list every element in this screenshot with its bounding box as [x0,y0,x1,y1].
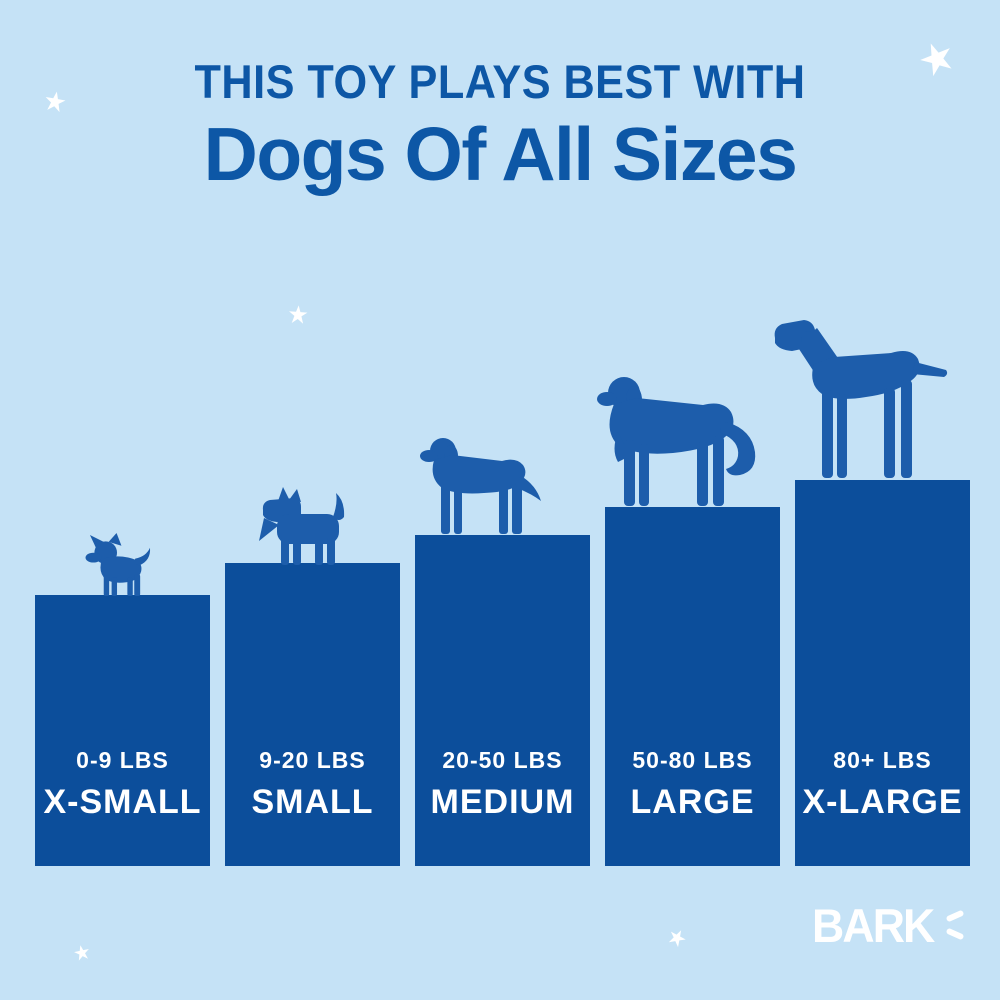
weight-range-label: 80+ LBS [833,747,932,773]
labrador-icon [420,436,551,536]
star-icon [918,40,956,78]
size-name-label: LARGE [630,783,755,821]
title-heading: Dogs Of All Sizes [203,112,798,196]
size-name-label: X-SMALL [43,783,202,821]
size-bar-xsmall: 0-9 LBS X-SMALL [35,595,210,866]
bark-sound-marks-icon [944,907,966,948]
star-icon [73,944,91,962]
bar-label: 9-20 LBS SMALL [225,747,400,822]
size-name-label: X-LARGE [802,783,963,821]
weight-range-label: 50-80 LBS [632,747,753,773]
size-name-label: SMALL [251,783,374,821]
bark-logo: BARK [812,898,966,953]
bar-label: 80+ LBS X-LARGE [795,747,970,822]
size-bar-xlarge: 80+ LBS X-LARGE [795,480,970,866]
size-bar-small: 9-20 LBS SMALL [225,563,400,866]
size-bar-medium: 20-50 LBS MEDIUM [415,535,590,866]
title-eyebrow: THIS TOY PLAYS BEST WITH [194,55,806,108]
scottish-terrier-icon [257,485,345,565]
bar-label: 0-9 LBS X-SMALL [35,747,210,822]
size-name-label: MEDIUM [430,783,575,821]
bark-logo-text: BARK [812,899,935,952]
pointer-icon [772,316,949,481]
page-title: THIS TOY PLAYS BEST WITH Dogs Of All Siz… [0,54,1000,197]
star-icon [43,90,67,114]
weight-range-label: 9-20 LBS [259,747,366,773]
golden-retriever-icon [597,374,760,508]
star-icon [667,928,687,948]
bar-label: 50-80 LBS LARGE [605,747,780,822]
weight-range-label: 20-50 LBS [442,747,563,773]
star-icon [287,304,309,326]
size-bar-large: 50-80 LBS LARGE [605,507,780,866]
bar-label: 20-50 LBS MEDIUM [415,747,590,822]
chihuahua-icon [85,533,152,596]
weight-range-label: 0-9 LBS [76,747,169,773]
